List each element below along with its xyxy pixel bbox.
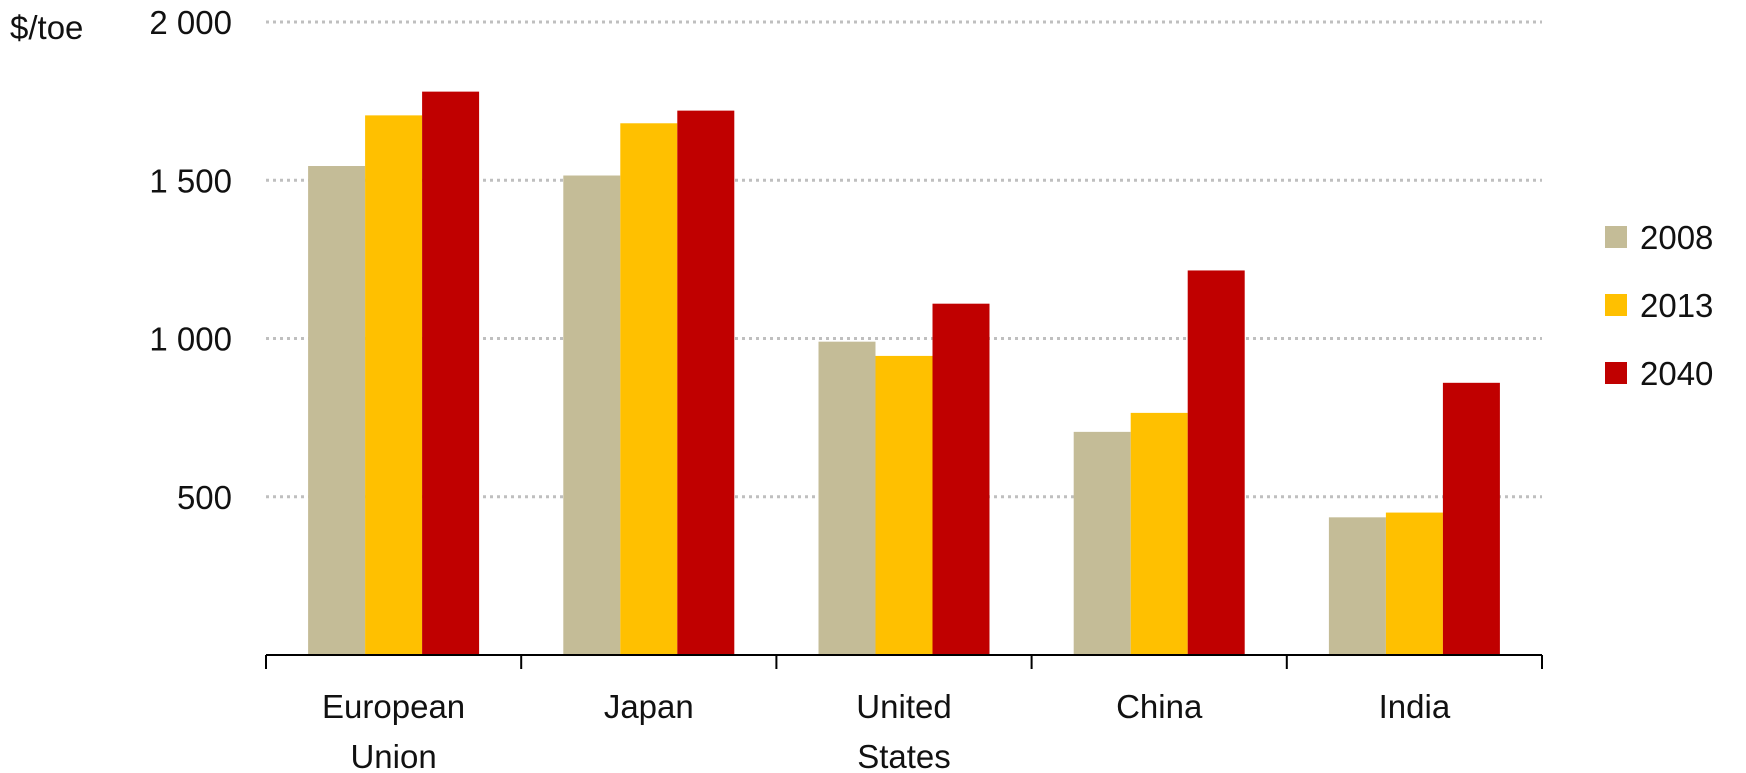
bar-2013-0 <box>365 115 423 656</box>
y-tick-label: 500 <box>177 479 232 516</box>
category-label: States <box>857 738 951 773</box>
bar-2008-3 <box>1073 431 1131 655</box>
y-axis-tick-labels: 500 1 000 1 500 2 000 <box>149 4 232 516</box>
bar-2013-1 <box>620 123 678 655</box>
category-label: United <box>856 688 951 725</box>
y-tick-label: 2 000 <box>149 4 232 41</box>
category-label: China <box>1116 688 1203 725</box>
bar-2013-2 <box>875 355 933 655</box>
category-label: India <box>1379 688 1451 725</box>
legend-label: 2040 <box>1640 355 1713 392</box>
x-axis <box>265 654 1543 669</box>
legend-swatch-2040 <box>1605 362 1627 384</box>
bar-2040-1 <box>677 110 735 656</box>
bar-2008-2 <box>818 341 876 655</box>
bar-2040-2 <box>932 303 990 655</box>
bar-2008-4 <box>1328 517 1386 655</box>
category-label: European <box>322 688 465 725</box>
legend-swatch-2008 <box>1605 226 1627 248</box>
legend-label: 2008 <box>1640 219 1713 256</box>
legend-label: 2013 <box>1640 287 1713 324</box>
bar-2040-3 <box>1187 270 1245 655</box>
bar-2008-0 <box>308 166 366 655</box>
x-axis-category-labels: European Union Japan United States China India <box>322 688 1451 773</box>
y-tick-label: 1 000 <box>149 321 232 358</box>
bars <box>308 91 1500 656</box>
bar-2040-4 <box>1442 382 1500 655</box>
bar-2008-1 <box>563 175 621 655</box>
y-tick-label: 1 500 <box>149 162 232 199</box>
y-axis-unit-label: $/toe <box>10 9 83 46</box>
bar-2013-4 <box>1385 512 1443 655</box>
bar-2013-3 <box>1130 412 1188 655</box>
category-label: Union <box>350 738 436 773</box>
legend-swatch-2013 <box>1605 294 1627 316</box>
bar-2040-0 <box>422 91 480 655</box>
category-label: Japan <box>604 688 694 725</box>
legend: 2008 2013 2040 <box>1605 219 1713 392</box>
